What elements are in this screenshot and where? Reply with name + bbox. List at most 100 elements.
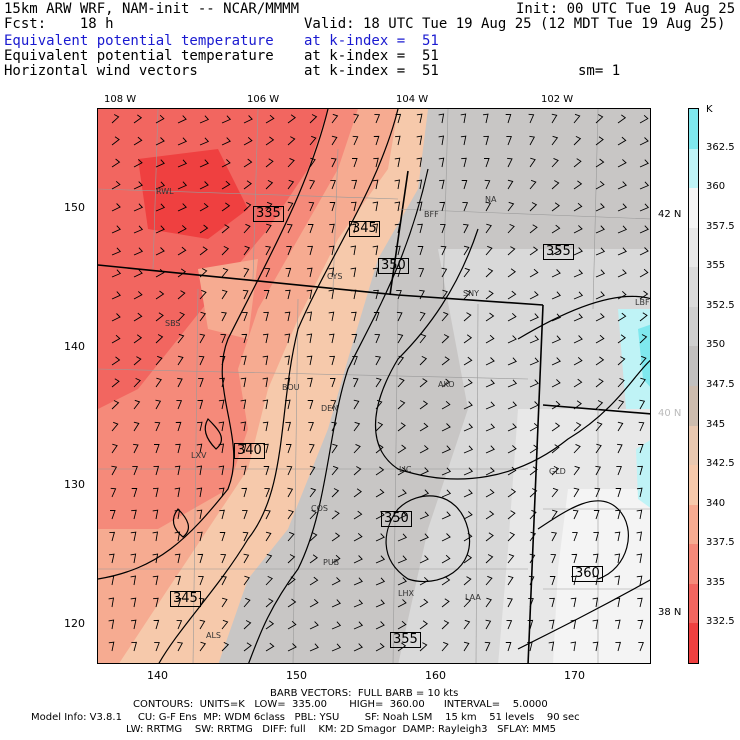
wind-barb bbox=[108, 597, 115, 608]
wind-barb bbox=[243, 267, 250, 278]
wind-barb bbox=[309, 532, 318, 542]
wind-barb bbox=[243, 158, 253, 168]
wind-barb bbox=[352, 158, 358, 168]
wind-barb bbox=[243, 115, 253, 124]
wind-barb bbox=[463, 511, 473, 520]
wind-barb bbox=[617, 290, 627, 300]
wind-barb bbox=[419, 533, 429, 542]
city-label: NA bbox=[485, 195, 497, 204]
wind-barb bbox=[353, 532, 363, 542]
wind-barb bbox=[350, 289, 357, 300]
wind-barb bbox=[111, 443, 118, 454]
wind-barb bbox=[353, 421, 361, 432]
wind-barb bbox=[285, 267, 292, 278]
wind-barb bbox=[265, 620, 275, 630]
wind-barb bbox=[306, 267, 313, 278]
wind-barb bbox=[241, 333, 248, 344]
wind-barb bbox=[616, 465, 622, 476]
wind-barb bbox=[441, 489, 452, 498]
wind-barb bbox=[441, 356, 450, 366]
wind-barb bbox=[308, 421, 314, 432]
wind-barb bbox=[461, 179, 468, 190]
wind-barb bbox=[221, 267, 229, 278]
city-label: CYS bbox=[327, 272, 343, 281]
wind-barb bbox=[375, 399, 383, 410]
footer-physics: LW: RRTMG SW: RRTMG DIFF: full KM: 2D Sm… bbox=[126, 724, 556, 735]
wind-barb bbox=[306, 311, 313, 322]
wind-barb bbox=[309, 487, 317, 498]
wind-barb bbox=[175, 598, 182, 608]
wind-barb bbox=[152, 553, 159, 564]
wind-barb bbox=[507, 157, 513, 168]
footer-contours: CONTOURS: UNITS=K LOW= 335.00 HIGH= 360.… bbox=[133, 699, 548, 710]
wind-barb bbox=[218, 465, 225, 476]
wind-barb bbox=[287, 114, 296, 124]
wind-barb bbox=[308, 201, 315, 212]
colorbar-label: 360 bbox=[706, 181, 726, 193]
lat-tick-42n: 42 N bbox=[658, 209, 682, 220]
wind-barb bbox=[133, 443, 139, 454]
wind-barb bbox=[263, 311, 269, 322]
wind-barb bbox=[262, 421, 269, 432]
wind-barb bbox=[111, 356, 121, 366]
wind-barb bbox=[111, 400, 120, 410]
wind-barb bbox=[551, 202, 560, 212]
wind-barb bbox=[265, 553, 273, 564]
wind-barb bbox=[507, 553, 515, 564]
wind-barb bbox=[309, 114, 318, 124]
wind-barb bbox=[463, 401, 473, 410]
colorbar-segment bbox=[689, 504, 698, 545]
wind-barb bbox=[506, 135, 512, 146]
wind-barb bbox=[177, 181, 188, 190]
wind-barb bbox=[529, 291, 539, 300]
wind-barb bbox=[441, 620, 450, 630]
wind-barb bbox=[614, 575, 621, 586]
wind-barb bbox=[133, 291, 143, 300]
wind-barb bbox=[375, 421, 384, 432]
wind-barb bbox=[505, 113, 512, 124]
wind-barb bbox=[265, 179, 274, 190]
wind-barb bbox=[507, 575, 514, 586]
colorbar-unit: K bbox=[706, 104, 713, 115]
wind-barb bbox=[636, 487, 643, 498]
wind-barb bbox=[440, 223, 446, 234]
wind-barb bbox=[353, 555, 363, 564]
wind-barb bbox=[133, 269, 143, 278]
wind-barb bbox=[307, 399, 314, 410]
wind-barb bbox=[307, 245, 314, 256]
field3-name: Horizontal wind vectors bbox=[4, 63, 198, 79]
wind-barb bbox=[199, 289, 207, 300]
wind-barb bbox=[485, 619, 492, 630]
wind-barb bbox=[155, 159, 165, 168]
wind-barb bbox=[265, 201, 273, 212]
wind-barb bbox=[152, 575, 159, 586]
footer-model-info: Model Info: V3.8.1 CU: G-F Ens MP: WDM 6… bbox=[31, 712, 580, 723]
wind-barb bbox=[394, 157, 401, 168]
wind-barb bbox=[351, 179, 358, 190]
city-label: SBS bbox=[165, 319, 181, 328]
wind-barb bbox=[463, 223, 469, 234]
wind-barb bbox=[395, 267, 402, 278]
wind-barb bbox=[595, 225, 605, 234]
colorbar-label: 357.5 bbox=[706, 220, 735, 232]
wind-barb bbox=[174, 509, 181, 520]
wind-barb bbox=[615, 487, 622, 498]
colorbar-label: 337.5 bbox=[706, 537, 735, 549]
wind-barb bbox=[573, 113, 581, 124]
wind-barb bbox=[485, 290, 494, 300]
wind-barb bbox=[331, 554, 341, 564]
contour-label: 340 bbox=[234, 443, 265, 459]
wind-barb bbox=[617, 159, 627, 168]
wind-barb bbox=[507, 335, 517, 344]
colorbar-label: 342.5 bbox=[706, 458, 735, 470]
wind-barb bbox=[595, 247, 606, 256]
wind-barb bbox=[507, 268, 516, 278]
wind-barb bbox=[441, 423, 451, 432]
wind-barb bbox=[198, 377, 204, 388]
wind-barb bbox=[463, 554, 473, 564]
wind-barb bbox=[287, 620, 297, 630]
wind-barb bbox=[372, 245, 379, 256]
wind-barb bbox=[617, 225, 628, 234]
init-time: Init: 00 UTC Tue 19 Aug 25 bbox=[516, 1, 736, 17]
wind-barb bbox=[155, 203, 166, 212]
